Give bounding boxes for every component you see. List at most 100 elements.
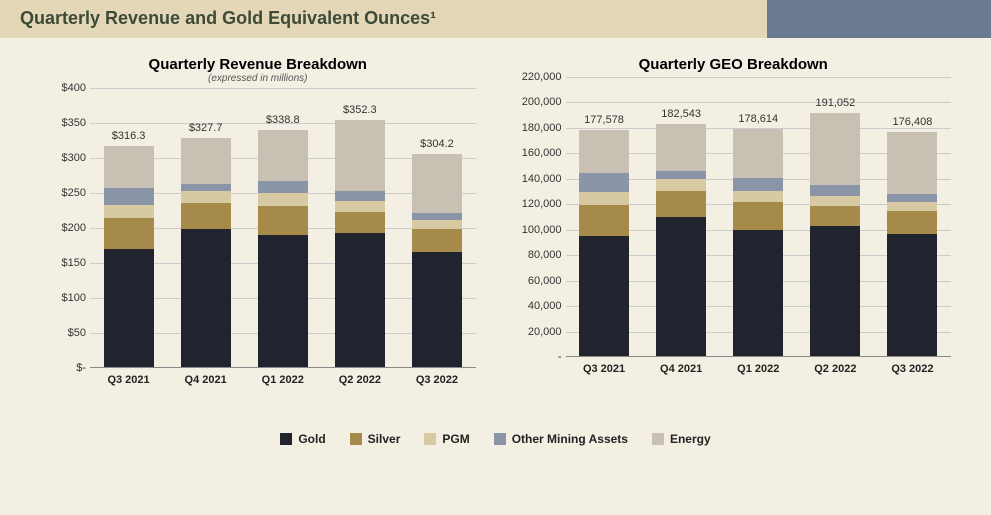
bar-group: $316.3 xyxy=(104,146,154,367)
x-tick-label: Q1 2022 xyxy=(243,374,323,386)
legend-swatch xyxy=(280,433,292,445)
y-tick-label: $200 xyxy=(62,222,86,234)
bar-segment xyxy=(656,124,706,172)
x-tick-label: Q3 2022 xyxy=(397,374,477,386)
bar-group: 182,543 xyxy=(656,124,706,356)
bar-total-label: $304.2 xyxy=(387,138,487,150)
bar-segment xyxy=(258,130,308,181)
bar-segment xyxy=(733,202,783,230)
bar-segment xyxy=(104,188,154,206)
bar-segment xyxy=(181,191,231,203)
charts-row: Quarterly Revenue Breakdown (expressed i… xyxy=(30,56,961,408)
bar-total-label: 191,052 xyxy=(785,97,885,109)
page-title: Quarterly Revenue and Gold Equivalent Ou… xyxy=(0,0,767,38)
bar-group: 178,614 xyxy=(733,129,783,356)
bar-segment xyxy=(579,192,629,205)
y-tick-label: $350 xyxy=(62,117,86,129)
bar-segment xyxy=(258,235,308,367)
chart-title: Quarterly GEO Breakdown xyxy=(506,56,962,73)
chart-body-right: -20,00040,00060,00080,000100,000120,0001… xyxy=(506,77,962,397)
legend-swatch xyxy=(494,433,506,445)
x-tick-label: Q3 2022 xyxy=(872,363,952,375)
x-tick-label: Q3 2021 xyxy=(564,363,644,375)
y-tick-label: $250 xyxy=(62,187,86,199)
bar-segment xyxy=(810,196,860,206)
bar-segment xyxy=(810,206,860,226)
bar-total-label: 178,614 xyxy=(708,113,808,125)
bar-segment xyxy=(656,191,706,218)
y-tick-label: 200,000 xyxy=(522,96,562,108)
chart-body-left: $-$50$100$150$200$250$300$350$400$316.3$… xyxy=(30,88,486,408)
bar-segment xyxy=(579,173,629,192)
bar-segment xyxy=(335,233,385,367)
x-axis: Q3 2021Q4 2021Q1 2022Q2 2022Q3 2022 xyxy=(90,370,476,400)
y-tick-label: 100,000 xyxy=(522,224,562,236)
bar-segment xyxy=(412,220,462,229)
y-tick-label: 60,000 xyxy=(528,275,562,287)
bar-segment xyxy=(579,130,629,173)
main-area: Quarterly Revenue Breakdown (expressed i… xyxy=(0,38,991,515)
bar-segment xyxy=(887,234,937,356)
bar-total-label: 176,408 xyxy=(862,116,962,128)
plot-area: 177,578182,543178,614191,052176,408 xyxy=(566,77,952,357)
bar-segment xyxy=(104,218,154,250)
bar-segment xyxy=(733,178,783,191)
x-tick-label: Q1 2022 xyxy=(718,363,798,375)
bar-segment xyxy=(104,146,154,188)
legend-item: Gold xyxy=(280,432,325,446)
bar-group: 191,052 xyxy=(810,113,860,356)
header-bar: Quarterly Revenue and Gold Equivalent Ou… xyxy=(0,0,991,38)
bar-segment xyxy=(656,217,706,356)
chart-geo: Quarterly GEO Breakdown -20,00040,00060,… xyxy=(506,56,962,408)
gridline xyxy=(566,102,952,103)
bar-segment xyxy=(258,193,308,206)
y-tick-label: 40,000 xyxy=(528,300,562,312)
bar-group: 177,578 xyxy=(579,130,629,356)
y-tick-label: 220,000 xyxy=(522,71,562,83)
bar-group: $327.7 xyxy=(181,138,231,367)
bar-segment xyxy=(258,181,308,194)
bar-segment xyxy=(181,138,231,184)
bar-group: 176,408 xyxy=(887,132,937,356)
y-tick-label: - xyxy=(558,351,562,363)
y-tick-label: $150 xyxy=(62,257,86,269)
chart-title-block: Quarterly Revenue Breakdown (expressed i… xyxy=(30,56,486,84)
plot-area: $316.3$327.7$338.8$352.3$304.2 xyxy=(90,88,476,368)
legend-swatch xyxy=(652,433,664,445)
legend-label: Silver xyxy=(368,432,401,446)
y-tick-label: $50 xyxy=(68,327,86,339)
y-tick-label: 120,000 xyxy=(522,198,562,210)
gridline xyxy=(90,88,476,89)
bar-segment xyxy=(412,252,462,368)
chart-title-block: Quarterly GEO Breakdown xyxy=(506,56,962,73)
bar-segment xyxy=(810,185,860,195)
bar-segment xyxy=(656,171,706,179)
y-tick-label: $100 xyxy=(62,292,86,304)
y-tick-label: $- xyxy=(76,362,86,374)
bar-segment xyxy=(104,249,154,367)
bar-segment xyxy=(335,120,385,190)
chart-title: Quarterly Revenue Breakdown xyxy=(30,56,486,73)
y-tick-label: $300 xyxy=(62,152,86,164)
legend-label: PGM xyxy=(442,432,469,446)
legend-item: Silver xyxy=(350,432,401,446)
legend-item: Energy xyxy=(652,432,711,446)
bar-segment xyxy=(412,213,462,220)
bar-segment xyxy=(733,230,783,356)
y-tick-label: $400 xyxy=(62,82,86,94)
x-tick-label: Q4 2021 xyxy=(166,374,246,386)
bar-segment xyxy=(887,202,937,211)
legend-swatch xyxy=(424,433,436,445)
x-tick-label: Q2 2022 xyxy=(320,374,400,386)
gridline xyxy=(566,77,952,78)
bar-segment xyxy=(181,184,231,191)
bar-segment xyxy=(810,113,860,186)
bar-segment xyxy=(887,211,937,234)
bar-segment xyxy=(579,236,629,356)
bar-segment xyxy=(887,194,937,202)
legend-item: PGM xyxy=(424,432,469,446)
chart-subtitle: (expressed in millions) xyxy=(30,73,486,84)
y-tick-label: 160,000 xyxy=(522,147,562,159)
bar-segment xyxy=(412,229,462,251)
bar-segment xyxy=(810,226,860,356)
